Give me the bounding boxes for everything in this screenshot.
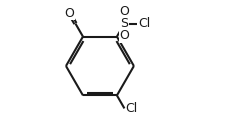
- Text: S: S: [120, 17, 128, 30]
- Text: Cl: Cl: [137, 17, 150, 30]
- Text: O: O: [119, 5, 129, 18]
- Text: O: O: [119, 29, 129, 43]
- Text: Cl: Cl: [124, 102, 137, 115]
- Text: O: O: [64, 7, 74, 20]
